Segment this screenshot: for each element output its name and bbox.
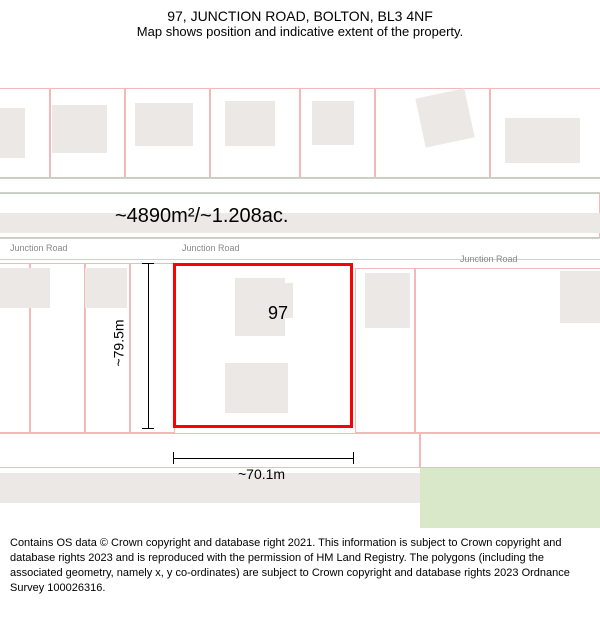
dimension-tick	[173, 452, 174, 464]
building	[0, 268, 50, 308]
footer-copyright: Contains OS data © Crown copyright and d…	[0, 528, 600, 603]
building	[415, 88, 474, 147]
building	[365, 273, 410, 328]
dimension-tick	[142, 263, 154, 264]
width-dimension-label: ~70.1m	[238, 466, 285, 482]
building	[225, 101, 275, 146]
building	[0, 108, 25, 158]
building	[560, 271, 600, 323]
building	[505, 118, 580, 163]
building	[135, 103, 193, 146]
road	[0, 178, 600, 193]
property-number: 97	[268, 303, 288, 324]
property-highlight	[173, 263, 353, 428]
road-label: Junction Road	[460, 254, 518, 264]
dimension-line-horizontal	[173, 458, 353, 459]
dimension-tick	[353, 452, 354, 464]
road-label: Junction Road	[182, 243, 240, 253]
area-label: ~4890m²/~1.208ac.	[115, 205, 288, 228]
building	[85, 268, 127, 308]
header: 97, JUNCTION ROAD, BOLTON, BL3 4NF Map s…	[0, 0, 600, 43]
page-title: 97, JUNCTION ROAD, BOLTON, BL3 4NF	[0, 8, 600, 24]
path-area	[0, 473, 420, 503]
map-area: Junction Road Junction RoadJunction Road …	[0, 43, 600, 528]
building	[0, 213, 600, 233]
building	[312, 101, 354, 145]
dimension-tick	[142, 428, 154, 429]
road-label: Junction Road	[10, 243, 68, 253]
dimension-line-vertical	[148, 263, 149, 428]
parcel-boundary	[130, 263, 175, 433]
parcel-boundary	[420, 433, 600, 468]
building	[52, 105, 107, 153]
map-background: Junction Road Junction Road Junction Road	[0, 43, 600, 528]
height-dimension-label: ~79.5m	[111, 319, 127, 366]
page-subtitle: Map shows position and indicative extent…	[0, 24, 600, 39]
green-area	[420, 468, 600, 528]
parcel-boundary	[0, 433, 420, 468]
